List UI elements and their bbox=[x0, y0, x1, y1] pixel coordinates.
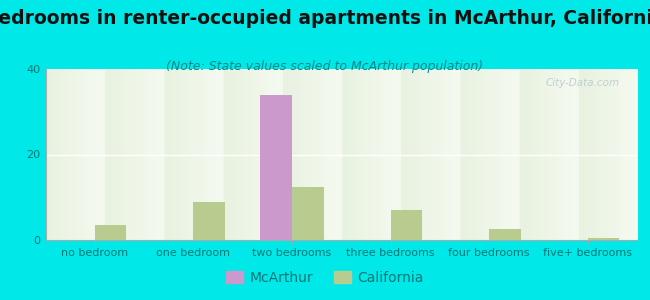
Bar bbox=[489, 229, 521, 240]
Text: Bedrooms in renter-occupied apartments in McArthur, California: Bedrooms in renter-occupied apartments i… bbox=[0, 9, 650, 28]
Bar bbox=[261, 94, 292, 240]
Text: City-Data.com: City-Data.com bbox=[545, 77, 619, 88]
Bar bbox=[194, 202, 225, 240]
Legend: McArthur, California: McArthur, California bbox=[220, 265, 430, 290]
Bar bbox=[95, 225, 126, 240]
Text: (Note: State values scaled to McArthur population): (Note: State values scaled to McArthur p… bbox=[166, 60, 484, 73]
Bar bbox=[391, 210, 422, 240]
Bar bbox=[588, 238, 619, 240]
Bar bbox=[292, 187, 324, 240]
